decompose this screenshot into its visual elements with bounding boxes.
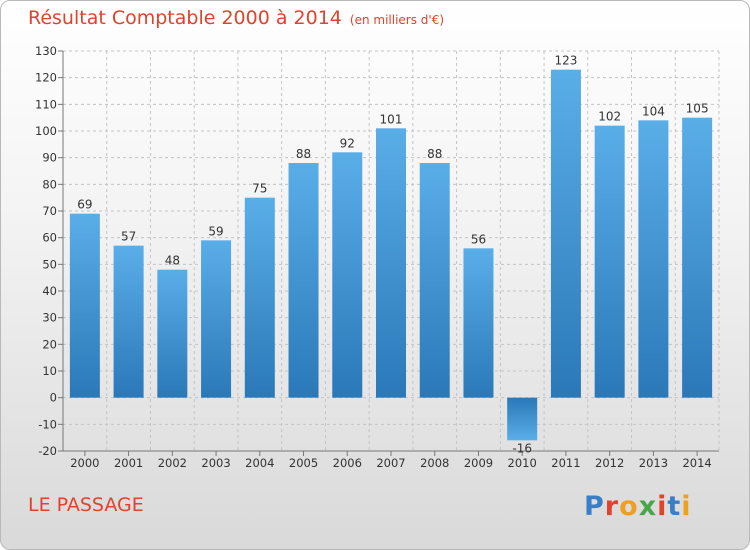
x-tick-label-2008: 2008 — [420, 456, 449, 470]
bar-2002 — [157, 269, 188, 398]
x-tick-label-2012: 2012 — [595, 456, 624, 470]
y-tick-label: -10 — [38, 417, 57, 431]
chart-title-text: Résultat Comptable 2000 à 2014 — [28, 7, 342, 29]
value-label-2014: 105 — [686, 102, 709, 116]
bar-2005 — [288, 163, 319, 398]
value-label-2012: 102 — [598, 110, 621, 124]
x-tick-label-2007: 2007 — [376, 456, 405, 470]
value-label-2005: 88 — [296, 147, 311, 161]
value-label-2002: 48 — [165, 254, 180, 268]
bar-2006 — [332, 152, 363, 398]
value-label-2008: 88 — [427, 147, 442, 161]
logo-letter: o — [619, 491, 639, 522]
x-tick-label-2005: 2005 — [289, 456, 318, 470]
y-tick-label: 10 — [42, 364, 57, 378]
bar-2012 — [594, 125, 625, 398]
x-tick-label-2004: 2004 — [245, 456, 274, 470]
value-label-2006: 92 — [340, 136, 355, 150]
y-tick-label: 60 — [42, 231, 57, 245]
bar-2009 — [463, 248, 494, 398]
value-label-2001: 57 — [121, 230, 136, 244]
value-label-2011: 123 — [554, 54, 577, 68]
chart-title: Résultat Comptable 2000 à 2014 (en millie… — [28, 7, 444, 29]
value-label-2003: 59 — [208, 224, 223, 238]
y-tick-label: 40 — [42, 284, 57, 298]
x-tick-label-2006: 2006 — [333, 456, 362, 470]
bar-2013 — [638, 120, 669, 398]
value-label-2000: 69 — [77, 198, 92, 212]
value-label-2009: 56 — [471, 232, 486, 246]
y-tick-label: 50 — [42, 257, 57, 271]
logo-letter: i — [681, 491, 692, 522]
bar-2014 — [682, 117, 713, 398]
bar-2004 — [244, 197, 275, 398]
x-tick-label-2002: 2002 — [158, 456, 187, 470]
x-tick-label-2003: 2003 — [201, 456, 230, 470]
y-tick-label: 20 — [42, 337, 57, 351]
x-tick-label-2000: 2000 — [70, 456, 99, 470]
bar-2007 — [376, 128, 406, 398]
y-tick-label: 130 — [35, 44, 57, 58]
value-label-2004: 75 — [252, 182, 267, 196]
bar-2001 — [113, 245, 144, 398]
y-tick-label: 110 — [35, 97, 57, 111]
y-tick-label: 30 — [42, 311, 57, 325]
place-name: LE PASSAGE — [28, 494, 144, 516]
y-tick-label: 120 — [35, 71, 57, 85]
y-tick-label: 80 — [42, 177, 57, 191]
logo-letter: r — [604, 491, 620, 522]
logo-letter: i — [657, 491, 668, 522]
bar-2011 — [550, 69, 581, 398]
y-tick-label: -20 — [38, 444, 57, 458]
bar-2003 — [201, 240, 232, 398]
x-tick-label-2010: 2010 — [508, 456, 537, 470]
value-label-2010: -16 — [512, 441, 532, 455]
bar-2008 — [419, 163, 450, 398]
value-label-2013: 104 — [642, 104, 665, 118]
proxiti-logo[interactable]: Proxiti — [584, 491, 692, 522]
value-label-2007: 101 — [380, 112, 403, 126]
logo-letter: x — [638, 491, 658, 522]
y-tick-label: 90 — [42, 151, 57, 165]
y-tick-label: 100 — [35, 124, 57, 138]
axis-layer: -20 -10 0 10 20 30 40 50 60 70 80 90 100 110 120 130 200… — [35, 44, 719, 470]
bar-2010 — [507, 397, 538, 441]
bar-layer — [69, 69, 713, 441]
logo-letter: t — [667, 491, 682, 522]
y-tick-label: 0 — [50, 391, 57, 405]
chart-subtitle: (en milliers d'€) — [349, 13, 445, 27]
x-tick-label-2013: 2013 — [639, 456, 668, 470]
label-layer: 69 57 48 59 75 88 92 101 88 56 -16 123 102 104 105 — [77, 54, 708, 456]
x-tick-label-2014: 2014 — [682, 456, 711, 470]
y-tick-label: 70 — [42, 204, 57, 218]
logo-letter: P — [584, 491, 605, 522]
x-tick-label-2009: 2009 — [464, 456, 493, 470]
bar-2000 — [69, 213, 100, 398]
x-tick-label-2001: 2001 — [114, 456, 143, 470]
x-tick-label-2011: 2011 — [551, 456, 580, 470]
